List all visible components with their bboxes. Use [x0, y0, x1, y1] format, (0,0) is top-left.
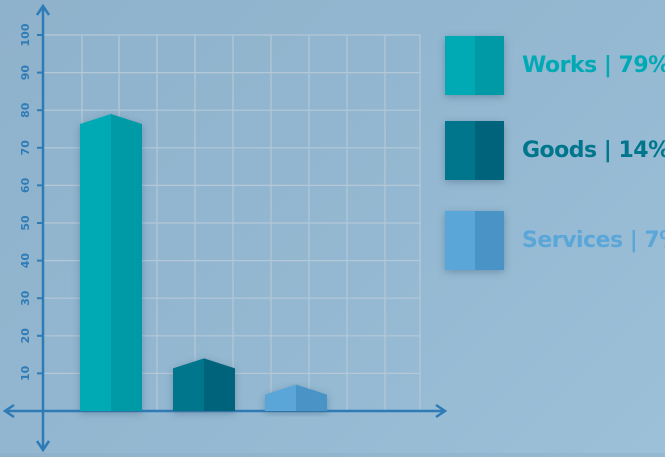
- legend-swatch-left: [445, 121, 475, 180]
- y-tick-label: 90: [19, 65, 32, 81]
- y-tick-label: 10: [19, 365, 32, 381]
- bar-services: [265, 384, 327, 411]
- y-tick-label: 100: [19, 23, 32, 46]
- y-tick-label: 30: [19, 290, 32, 306]
- y-axis-ticks: 10 20 30 40 50 60 70 80 90 100: [19, 23, 43, 381]
- legend: Works | 79% Goods | 14% Services | 7%: [445, 36, 665, 270]
- legend-swatch-left: [445, 211, 475, 270]
- legend-swatch-right: [475, 121, 504, 180]
- y-tick-label: 50: [19, 215, 32, 231]
- y-tick-label: 40: [19, 253, 32, 269]
- legend-swatch-left: [445, 36, 475, 95]
- bar-face-left: [80, 113, 111, 412]
- legend-swatch-right: [475, 211, 504, 270]
- bar-goods: [173, 358, 235, 411]
- y-axis-arrow-up: [35, 3, 51, 16]
- legend-label-goods: Goods | 14%: [522, 138, 665, 163]
- x-axis-arrow-left: [2, 403, 15, 419]
- y-tick-label: 80: [19, 102, 32, 118]
- bar-face-right: [296, 384, 327, 411]
- bar-face-left: [265, 384, 296, 411]
- bar-face-right: [204, 358, 235, 411]
- legend-label-services: Services | 7%: [522, 228, 665, 253]
- y-tick-label: 20: [19, 328, 32, 344]
- legend-swatch-services: [445, 211, 504, 270]
- y-tick-label: 60: [19, 177, 32, 193]
- legend-swatch-works: [445, 36, 504, 95]
- legend-swatch-goods: [445, 121, 504, 180]
- y-tick-label: 70: [19, 140, 32, 156]
- legend-swatch-right: [475, 36, 504, 95]
- bar-face-right: [111, 113, 142, 412]
- x-axis-arrow-right: [435, 403, 448, 419]
- legend-label-works: Works | 79%: [522, 53, 665, 78]
- bar-face-left: [173, 358, 204, 411]
- bar-works: [80, 113, 142, 412]
- bars: [80, 113, 327, 412]
- y-axis-arrow-down: [35, 440, 51, 453]
